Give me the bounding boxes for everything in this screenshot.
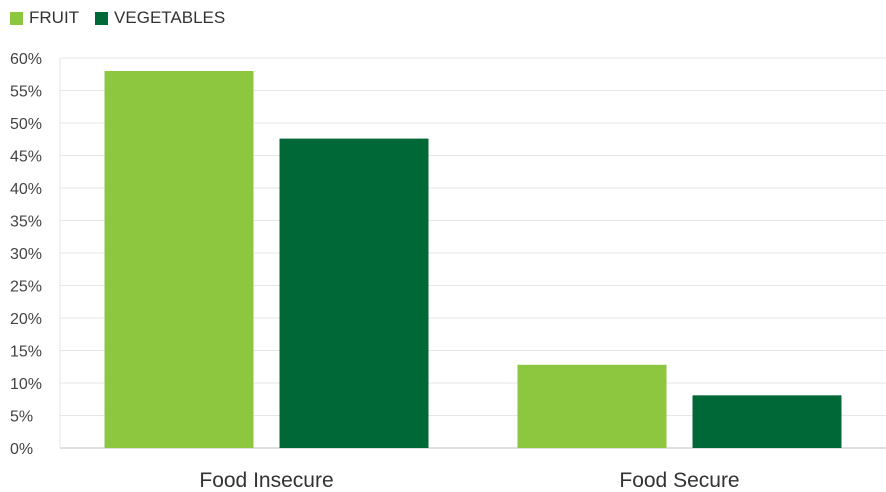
y-tick-label: 45% [10,149,42,166]
legend-item-fruit: FRUIT [10,8,79,28]
y-tick-label: 60% [10,51,42,68]
y-tick-label: 55% [10,84,42,101]
y-tick-label: 50% [10,116,42,133]
x-category-label: Food Secure [619,469,739,492]
y-tick-label: 10% [10,376,42,393]
y-tick-label: 25% [10,279,42,296]
y-tick-label: 20% [10,311,42,328]
y-tick-label: 30% [10,246,42,263]
bar-vegetables-food-insecure [279,138,429,448]
y-tick-label: 15% [10,344,42,361]
bars [104,71,842,448]
chart-legend: FRUIT VEGETABLES [10,8,225,28]
legend-swatch-fruit [10,11,23,25]
bar-fruit-food-insecure [104,71,254,448]
x-axis: Food Insecure Food Secure [199,469,739,492]
y-tick-label: 5% [10,409,33,426]
legend-item-vegetables: VEGETABLES [95,8,225,28]
y-tick-label: 0% [10,441,33,458]
legend-label-fruit: FRUIT [29,8,80,27]
y-tick-label: 35% [10,214,42,231]
bar-fruit-food-secure [517,364,667,448]
y-axis: 0% 5% 10% 15% 20% 25% 30% 35% 40% 45% 50% 55% 60% [10,51,61,458]
legend-swatch-vegetables [95,11,109,25]
y-tick-label: 40% [10,181,42,198]
bar-vegetables-food-secure [692,395,842,448]
legend-label-vegetables: VEGETABLES [114,8,226,27]
x-category-label: Food Insecure [199,469,333,492]
